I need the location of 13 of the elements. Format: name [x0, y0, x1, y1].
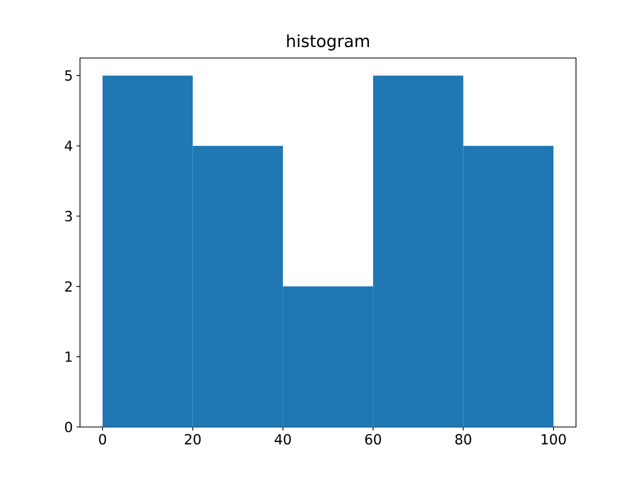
x-tick-label: 40	[274, 434, 291, 445]
x-tick-label: 80	[455, 434, 472, 445]
y-tick-label: 3	[65, 210, 72, 222]
y-tick-label: 5	[65, 70, 72, 81]
chart-title: histogram	[287, 34, 369, 50]
x-tick-label: 100	[542, 434, 566, 445]
x-tick-label: 0	[99, 434, 106, 445]
y-tick-label: 2	[65, 281, 72, 292]
y-tick-label: 0	[65, 422, 72, 432]
x-tick-label: 60	[365, 434, 382, 445]
y-tick-label: 4	[64, 140, 72, 151]
y-tick-label: 1	[66, 352, 72, 362]
x-tick-label: 20	[184, 434, 201, 445]
